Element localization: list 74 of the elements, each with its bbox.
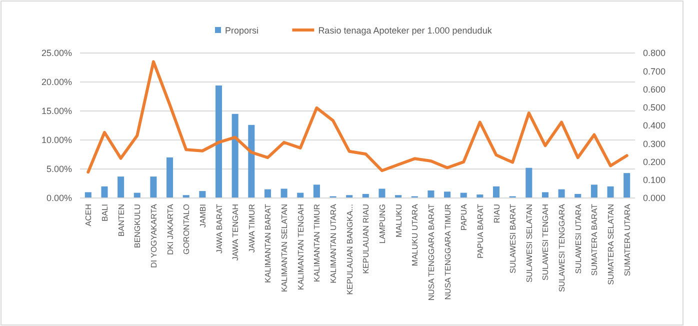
bar <box>607 186 614 198</box>
x-tick-label: KEPULAUAN RIAU <box>362 204 371 274</box>
x-tick-label: GORONTALO <box>182 204 192 255</box>
bar <box>215 85 222 198</box>
x-tick-label: JAMBI <box>198 204 208 228</box>
y-tick-label: 10.00% <box>41 135 72 146</box>
x-tick-label: SULAWESI SELATAN <box>524 204 534 283</box>
x-tick-label: SULAWESI BARAT <box>508 204 518 274</box>
x-tick-label: ACEH <box>84 204 94 226</box>
bar <box>378 188 386 198</box>
x-tick-label: SUMATERA SELATAN <box>606 204 616 285</box>
x-tick-label: BALI <box>100 204 110 222</box>
x-tick-label: JAWA BARAT <box>214 204 224 254</box>
bar <box>624 173 630 198</box>
y2-tick-label: 0.300 <box>643 138 666 149</box>
x-tick-label: KEPULAUAN BANGKA... <box>345 204 354 295</box>
y-tick-label: 5.00% <box>46 164 72 174</box>
bar <box>84 192 92 198</box>
bar <box>199 191 206 198</box>
bar <box>558 189 565 198</box>
bar <box>280 188 288 198</box>
x-tick-label: KALIMANTAN UTARA <box>329 203 338 284</box>
x-tick-label: KALIMANTAN TENGAH <box>296 204 306 290</box>
bar <box>428 190 434 198</box>
x-tick-label: RIAU <box>492 204 502 224</box>
y2-tick-label: 0.800 <box>643 48 666 58</box>
x-tick-label: KALIMANTAN SELATAN <box>280 204 290 292</box>
y2-tick-label: 0.100 <box>643 175 666 186</box>
y-tick-label: 15.00% <box>41 106 72 116</box>
bar <box>444 192 451 198</box>
y2-tick-label: 0.200 <box>643 156 666 167</box>
x-tick-label: DI YOGYAKARTA <box>149 203 158 268</box>
x-tick-label: KALIMANTAN BARAT <box>264 204 273 283</box>
bar <box>590 184 598 198</box>
x-tick-label: PAPUA BARAT <box>476 204 485 258</box>
y2-tick-label: 0.600 <box>643 84 666 94</box>
x-tick-label: SULAWESI TENGGARA <box>558 203 567 292</box>
x-tick-label: NUSA TENGGARA BARAT <box>426 204 436 301</box>
x-tick-label: JAWA TIMUR <box>247 204 256 253</box>
legend-label: Rasio tenaga Apoteker per 1.000 penduduk <box>318 26 492 36</box>
x-tick-label: SULAWESI TENGAH <box>541 204 550 280</box>
legend-label: Proporsi <box>225 26 259 36</box>
x-tick-label: SULAWESI UTARA <box>574 203 583 274</box>
y2-tick-label: 0.400 <box>643 120 666 131</box>
y2-tick-label: 0.000 <box>643 193 666 204</box>
x-tick-label: LAMPUNG <box>378 204 387 244</box>
line-series <box>86 60 628 174</box>
x-tick-label: MALUKU <box>394 204 404 238</box>
bar <box>313 184 320 198</box>
x-tick-label: BANTEN <box>116 204 126 236</box>
x-tick-label: DKI JAKARTA <box>166 203 175 255</box>
bar <box>492 186 500 198</box>
bar <box>166 157 174 198</box>
y-tick-label: 20.00% <box>41 77 72 88</box>
bar <box>542 192 548 198</box>
bar <box>526 168 532 198</box>
bar <box>264 189 271 198</box>
x-tick-label: KALIMANTAN TIMUR <box>312 204 322 282</box>
bar <box>118 176 124 198</box>
y2-tick-label: 0.500 <box>643 102 666 113</box>
x-tick-label: NUSA TENGGARA TIMUR <box>443 204 452 300</box>
y-tick-label: 0.00% <box>46 193 72 204</box>
bar <box>150 176 157 198</box>
bar <box>101 186 108 198</box>
y2-tick-label: 0.700 <box>643 66 666 76</box>
x-tick-label: MALUKU UTARA <box>410 203 420 266</box>
x-tick-label: BENGKULU <box>133 204 142 248</box>
x-tick-label: PAPUA <box>460 203 469 231</box>
x-tick-label: JAWA TENGAH <box>231 204 240 261</box>
x-tick-label: SUMATERA UTARA <box>622 203 632 276</box>
x-tick-label: SUMATERA BARAT <box>590 204 600 276</box>
bar <box>248 124 255 198</box>
y-tick-label: 25.00% <box>41 48 72 58</box>
bar <box>232 114 238 198</box>
